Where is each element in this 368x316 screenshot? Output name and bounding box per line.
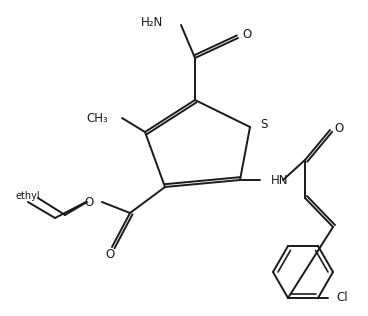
Text: S: S bbox=[260, 118, 268, 131]
Text: O: O bbox=[105, 248, 114, 262]
Text: HN: HN bbox=[271, 173, 289, 186]
Text: O: O bbox=[85, 196, 94, 209]
Text: H₂N: H₂N bbox=[141, 16, 163, 29]
Text: O: O bbox=[243, 28, 252, 41]
Text: CH₃: CH₃ bbox=[86, 112, 108, 125]
Text: ethyl: ethyl bbox=[16, 191, 40, 201]
Text: Cl: Cl bbox=[336, 291, 348, 305]
Text: O: O bbox=[335, 121, 344, 135]
